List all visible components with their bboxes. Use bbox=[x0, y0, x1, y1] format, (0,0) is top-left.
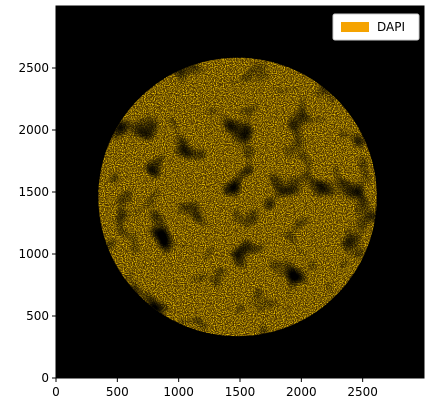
y-tick-label: 0 bbox=[41, 371, 49, 385]
x-tick-label: 1000 bbox=[163, 385, 194, 399]
y-tick-label: 2000 bbox=[18, 123, 49, 137]
y-axis: 0 500 1000 1500 2000 2500 bbox=[18, 61, 56, 385]
legend-label: DAPI bbox=[377, 20, 405, 34]
x-tick-label: 0 bbox=[52, 385, 60, 399]
y-tick-label: 1000 bbox=[18, 247, 49, 261]
x-tick-label: 2500 bbox=[347, 385, 378, 399]
y-tick-label: 1500 bbox=[18, 185, 49, 199]
x-tick-label: 2000 bbox=[286, 385, 317, 399]
tissue-dark-regions bbox=[98, 57, 377, 337]
legend-box bbox=[332, 13, 420, 41]
x-axis: 0 500 1000 1500 2000 2500 bbox=[52, 378, 378, 399]
legend: DAPI bbox=[332, 13, 420, 41]
legend-swatch bbox=[341, 22, 369, 32]
x-tick-label: 500 bbox=[106, 385, 129, 399]
y-tick-label: 500 bbox=[26, 309, 49, 323]
x-tick-label: 1500 bbox=[225, 385, 256, 399]
y-tick-label: 2500 bbox=[18, 61, 49, 75]
